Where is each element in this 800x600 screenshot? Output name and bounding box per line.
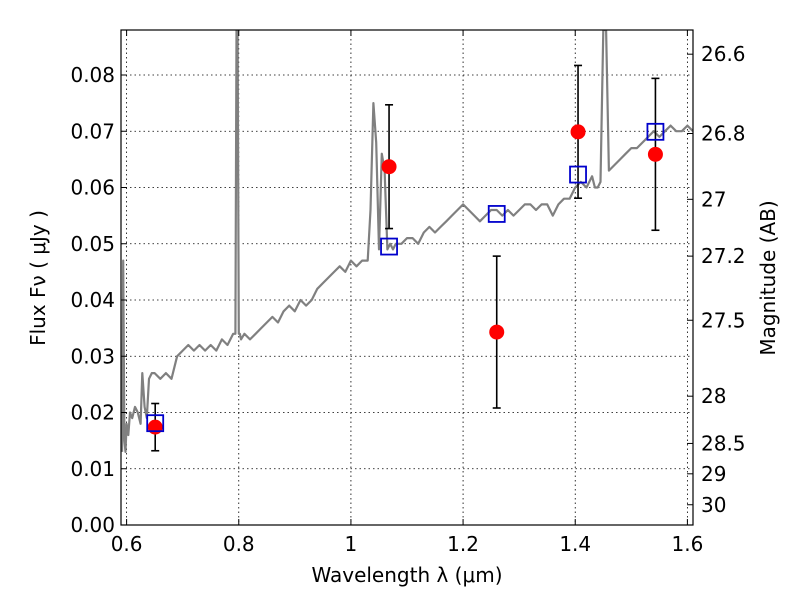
y-tick-label: 0.00 bbox=[70, 513, 115, 537]
observed-flux-point bbox=[647, 146, 663, 162]
observed-flux-point bbox=[489, 324, 505, 340]
y2-tick-label: 28 bbox=[701, 384, 726, 408]
x-axis-title: Wavelength λ (μm) bbox=[311, 563, 502, 587]
y-tick-label: 0.05 bbox=[70, 232, 115, 256]
y-tick-label: 0.08 bbox=[70, 63, 115, 87]
y2-tick-label: 27.2 bbox=[701, 244, 746, 268]
y-tick-label: 0.01 bbox=[70, 457, 115, 481]
y2-tick-label: 27.5 bbox=[701, 308, 746, 332]
y-tick-label: 0.04 bbox=[70, 288, 115, 312]
y2-tick-label: 30 bbox=[701, 493, 726, 517]
x-tick-label: 1 bbox=[345, 532, 358, 556]
y2-tick-label: 27 bbox=[701, 187, 726, 211]
model-flux-square bbox=[487, 205, 506, 223]
spectrum-line-layer bbox=[121, 30, 693, 453]
y2-tick-label: 26.6 bbox=[701, 42, 746, 66]
axis-ticks: 0.6 0.8 1 1.2 1.4 1.6 0.00 0.01 0.02 0.03 0.04 0.05… bbox=[70, 30, 746, 556]
y-tick-label: 0.02 bbox=[70, 401, 115, 425]
x-tick-label: 0.8 bbox=[223, 532, 255, 556]
model-spectrum-line bbox=[121, 30, 693, 453]
model-flux-square bbox=[380, 237, 398, 256]
observed-flux-point bbox=[147, 419, 163, 435]
y-tick-label: 0.03 bbox=[70, 344, 115, 368]
model-flux-square bbox=[646, 122, 665, 141]
observed-flux-point bbox=[381, 159, 397, 175]
y-tick-label: 0.07 bbox=[70, 119, 115, 143]
y2-tick-label: 29 bbox=[701, 462, 726, 486]
x-tick-label: 0.6 bbox=[111, 532, 143, 556]
y-tick-label: 0.06 bbox=[70, 176, 115, 200]
photometry-points-layer bbox=[146, 64, 665, 452]
x-tick-label: 1.4 bbox=[559, 532, 591, 556]
y2-tick-label: 26.8 bbox=[701, 122, 746, 146]
plot-frame bbox=[120, 29, 694, 526]
y-axis-title: Flux Fν ( μJy ) bbox=[26, 210, 50, 346]
x-tick-label: 1.2 bbox=[447, 532, 479, 556]
y2-axis-title: Magnitude (AB) bbox=[756, 200, 780, 355]
model-flux-square bbox=[569, 165, 587, 184]
y2-tick-label: 28.5 bbox=[701, 431, 746, 455]
x-tick-label: 1.6 bbox=[671, 532, 703, 556]
observed-flux-point bbox=[570, 124, 586, 140]
model-flux-square bbox=[146, 414, 165, 433]
